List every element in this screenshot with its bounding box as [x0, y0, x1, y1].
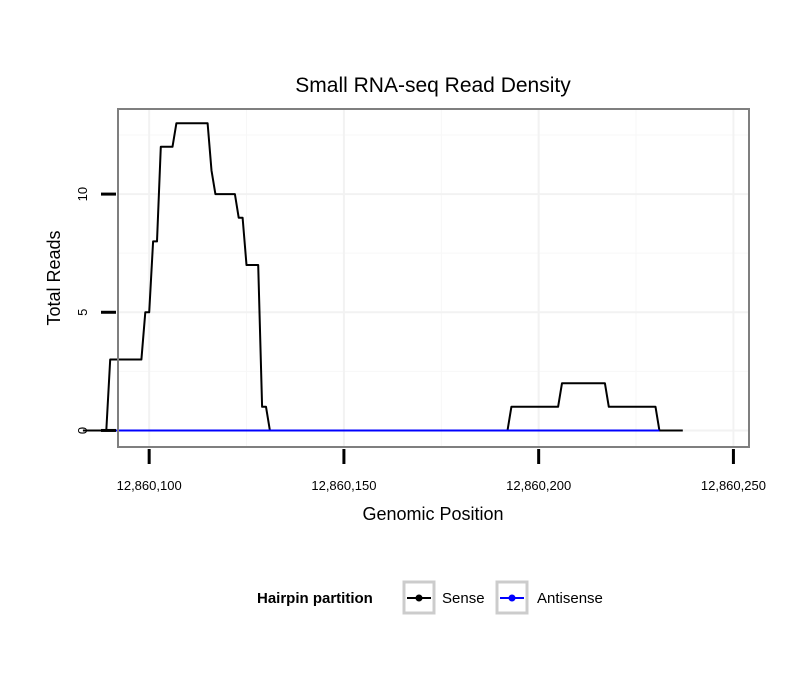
- legend-dot-sense: [415, 594, 423, 602]
- x-axis: 12,860,100 12,860,150 12,860,200 12,860,250: [117, 449, 766, 493]
- chart-title: Small RNA-seq Read Density: [295, 74, 571, 97]
- plot-panel-border: [117, 108, 750, 448]
- x-axis-label: Genomic Position: [362, 504, 503, 524]
- legend-item-sense: Sense: [402, 580, 485, 615]
- legend-title: Hairpin partition: [257, 590, 373, 607]
- legend-label-sense: Sense: [442, 590, 485, 607]
- y-tick-label-2: 10: [75, 187, 90, 201]
- y-tick-label-1: 5: [75, 309, 90, 316]
- legend-dot-antisense: [508, 594, 516, 602]
- legend: Hairpin partition Sense Antisense: [257, 580, 603, 615]
- x-tick-label-0: 12,860,100: [117, 478, 182, 493]
- x-tick-label-1: 12,860,150: [311, 478, 376, 493]
- series-line-sense: [82, 122, 683, 432]
- legend-item-antisense: Antisense: [495, 580, 603, 615]
- y-axis-label: Total Reads: [44, 230, 64, 325]
- legend-label-antisense: Antisense: [537, 590, 603, 607]
- y-tick-label-0: 0: [75, 427, 90, 434]
- series-layer: [82, 122, 683, 432]
- x-tick-label-3: 12,860,250: [701, 478, 766, 493]
- y-axis: 0 5 10: [75, 187, 116, 434]
- x-tick-label-2: 12,860,200: [506, 478, 571, 493]
